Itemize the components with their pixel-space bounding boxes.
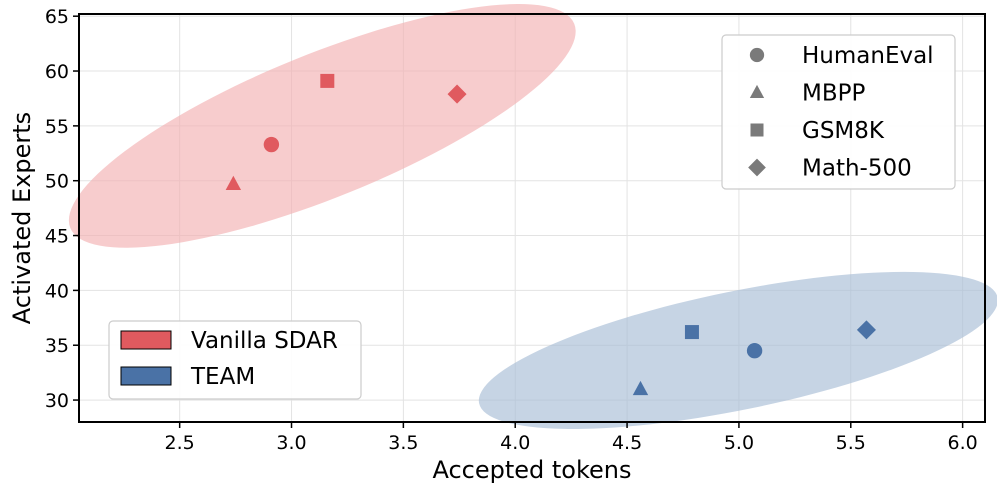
x-axis-label: Accepted tokens: [432, 456, 631, 484]
legend-marker: [748, 158, 766, 177]
x-tick-label: 5.5: [836, 432, 866, 454]
legend-label: Vanilla SDAR: [191, 328, 338, 354]
x-tick-label: 4.5: [612, 432, 642, 454]
y-tick-label: 35: [45, 335, 69, 357]
legend-label: TEAM: [190, 364, 255, 390]
legend-label: MBPP: [802, 81, 865, 107]
legend-marker: [750, 123, 764, 137]
benchmark-legend: HumanEval MBPP GSM8K Math-500: [721, 34, 956, 190]
legend-box: [721, 34, 956, 190]
y-tick-label: 55: [45, 116, 69, 138]
data-point: [684, 325, 699, 340]
y-axis-ticks: 30 35 40 45 50 55 60 65: [45, 6, 79, 412]
legend-marker: [749, 47, 765, 63]
plot-frame: [78, 13, 986, 423]
y-tick-label: 60: [45, 61, 69, 83]
x-tick-label: 6.0: [948, 432, 978, 454]
data-points: [225, 73, 876, 396]
y-tick-label: 65: [45, 6, 69, 28]
data-point: [263, 136, 280, 153]
legend-marker: [749, 84, 765, 99]
x-tick-label: 4.0: [500, 432, 530, 454]
data-point: [632, 380, 649, 396]
y-tick-label: 30: [45, 390, 69, 412]
x-tick-label: 3.5: [388, 432, 418, 454]
x-axis-ticks: 2.5 3.0 3.5 4.0 4.5 5.0 5.5 6.0: [165, 422, 978, 454]
x-tick-label: 2.5: [165, 432, 195, 454]
x-tick-label: 5.0: [724, 432, 754, 454]
legend-label: GSM8K: [802, 118, 885, 144]
cluster-regions: [68, 4, 997, 429]
method-legend: Vanilla SDAR TEAM: [108, 320, 362, 400]
cluster-region: [68, 4, 576, 248]
legend-label: Math-500: [802, 156, 912, 182]
data-point: [856, 320, 876, 340]
y-tick-label: 50: [45, 171, 69, 193]
x-tick-label: 3.0: [276, 432, 306, 454]
data-point: [320, 73, 335, 88]
y-tick-label: 40: [45, 280, 69, 302]
cluster-region: [478, 271, 997, 429]
data-point: [447, 84, 467, 104]
legend-swatch: [120, 330, 172, 350]
legend-label: HumanEval: [802, 43, 934, 69]
y-tick-label: 45: [45, 226, 69, 248]
y-axis-label: Activated Experts: [8, 112, 36, 324]
data-point: [746, 343, 763, 359]
legend-box: [108, 320, 362, 400]
legend-swatch: [120, 366, 172, 386]
data-point: [225, 175, 242, 190]
